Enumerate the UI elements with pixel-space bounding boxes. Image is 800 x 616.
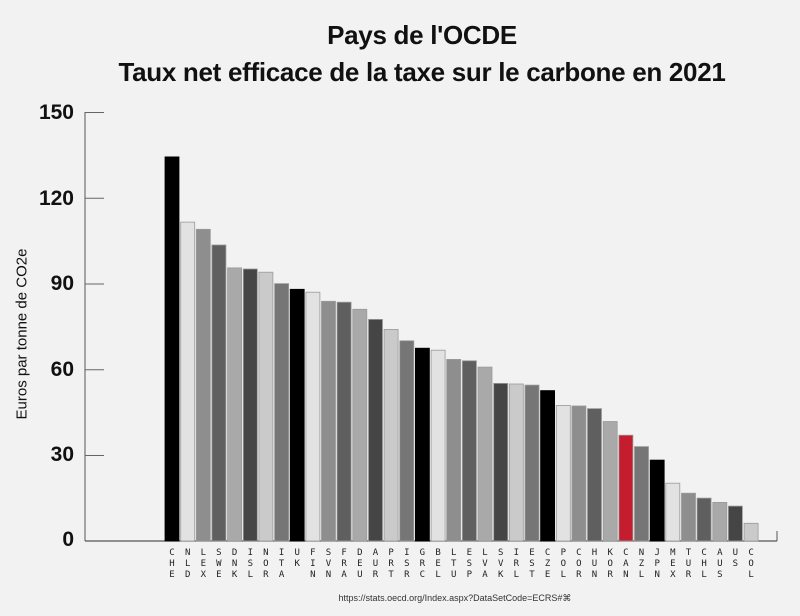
bar-jpn — [649, 459, 665, 542]
y-tick-label: 90 — [50, 272, 74, 295]
source-link[interactable]: https://stats.oecd.org/Index.aspx?DataSe… — [338, 593, 572, 603]
bar-fra — [336, 301, 352, 542]
bar-nor — [258, 271, 274, 542]
bar-swe — [211, 244, 227, 542]
bar-deu — [352, 308, 368, 542]
bar-cze — [540, 390, 555, 542]
y-tick-label: 120 — [38, 187, 74, 210]
bar-svn — [321, 300, 336, 542]
bar-ltu — [446, 358, 462, 542]
chart-title: Pays de l'OCDE — [327, 20, 517, 50]
bar-prt — [383, 328, 399, 542]
bar-isr — [399, 340, 415, 542]
bar-esp — [461, 360, 477, 542]
bar-can — [618, 434, 634, 542]
bar-grc — [414, 347, 430, 542]
y-tick-label: 0 — [62, 528, 74, 551]
bar-ita — [274, 283, 290, 542]
bar-fin — [305, 291, 321, 542]
bar-isl — [242, 268, 258, 542]
bar-est — [524, 384, 540, 542]
bar-bel — [430, 349, 446, 542]
bar-col — [743, 522, 759, 542]
bar-pol — [555, 404, 571, 542]
bar-tur — [681, 492, 696, 542]
y-tick-label: 60 — [50, 358, 74, 381]
bar-nld — [180, 221, 196, 542]
bar-mex — [665, 482, 681, 542]
bar-nzl — [634, 446, 649, 542]
bars — [164, 156, 759, 542]
bar-lva — [477, 366, 493, 542]
bar-uk — [289, 288, 305, 542]
bar-lex — [195, 228, 211, 542]
bar-hun — [587, 408, 602, 542]
bar-dnk — [227, 267, 243, 542]
bar-che — [164, 156, 180, 542]
y-tick-label: 150 — [38, 101, 74, 124]
bar-us — [728, 505, 743, 542]
y-tick-label: 30 — [50, 443, 74, 466]
bar-chl — [696, 497, 712, 542]
chart-subtitle: Taux net efficace de la taxe sur le carb… — [118, 57, 726, 87]
bar-kor — [602, 421, 618, 542]
bar-cor — [571, 405, 587, 542]
bar-irl — [508, 383, 524, 542]
bar-aus — [712, 501, 728, 542]
bar-aur — [368, 318, 383, 542]
bar-svk — [493, 382, 509, 542]
